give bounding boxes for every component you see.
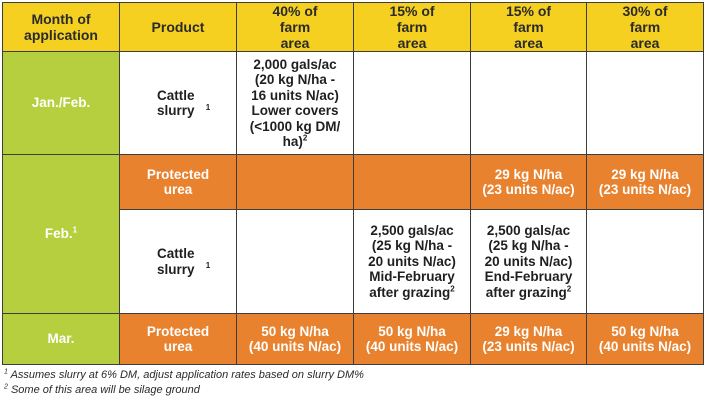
cell-line: 29 kg N/ha [611,166,679,182]
row-feb-slurry: Cattle slurry 1 2,500 gals/ac (25 kg N/ha… [3,209,704,314]
cell-mar-col3: 29 kg N/ha (23 units N/ac) [470,313,587,365]
header-row: Month of application Product 40% of farm… [2,2,704,52]
cell-line: 50 kg N/ha [378,323,446,339]
row-mar: Mar. Protected urea 50 kg N/ha (40 units… [2,313,704,365]
product-text: Cattle slurry [157,87,195,119]
month-janfeb: Jan./Feb. [2,51,120,155]
footnote-mark: 1 [4,368,8,376]
footnote-1: 1 Assumes slurry at 6% DM, adjust applic… [4,368,364,383]
footnote-ref: 2 [566,284,572,294]
cell-feb-slurry-col4 [586,209,704,314]
product-text: Protected urea [146,323,210,355]
cell-mar-col4: 50 kg N/ha (40 units N/ac) [586,313,704,365]
cell-line: (40 units N/ac) [365,339,459,354]
footnote-mark: 2 [4,383,8,391]
footnote-ref: 1 [72,225,78,235]
cell-line: 50 kg N/ha [611,323,679,339]
cell-feb-urea-col3: 29 kg N/ha (23 units N/ac) [470,154,587,210]
product-feb-urea: Protected urea [119,154,237,210]
cell-line: End-February [484,269,573,285]
cell-feb-slurry-col3: 2,500 gals/ac (25 kg N/ha - 20 units N/a… [470,209,587,314]
fertiliser-plan-table: Month of application Product 40% of farm… [2,2,704,365]
header-col2: 15% of farm area [353,2,471,52]
footnote-ref: 2 [302,133,308,143]
cell-line: ha) [282,134,303,149]
cell-line: (23 units N/ac) [482,339,575,354]
footnote-ref: 1 [205,261,211,270]
cell-line: after grazing [369,284,451,300]
product-mar: Protected urea [119,313,237,365]
row-feb-urea: Feb.1 Protected urea 29 kg N/ha (23 unit… [2,154,704,314]
header-col1: 40% of farm area [236,2,354,52]
cell-line: 29 kg N/ha [494,166,563,182]
cell-mar-col2: 50 kg N/ha (40 units N/ac) [353,313,471,365]
cell-janfeb-col3 [470,51,587,155]
header-month: Month of application [2,2,120,52]
product-text: Protected urea [146,166,210,198]
month-mar: Mar. [2,313,120,365]
cell-line: 20 units N/ac) [368,253,456,269]
month-text: Feb. [44,226,73,242]
cell-line: (40 units N/ac) [598,339,692,354]
cell-feb-urea-col2 [353,154,471,210]
cell-line: (23 units N/ac) [482,182,575,197]
cell-line: (40 units N/ac) [248,339,342,354]
cell-line: Lower covers [251,103,339,118]
cell-line: after grazing [485,284,567,300]
footnote-2: 2 Some of this area will be silage groun… [4,383,364,398]
cell-feb-slurry-col2: 2,500 gals/ac (25 kg N/ha - 20 units N/a… [353,209,471,314]
cell-line: Mid-February [369,269,455,285]
cell-line: (<1000 kg DM/ [249,118,341,134]
cell-line: 20 units N/ac) [484,253,573,269]
cell-janfeb-col4 [586,51,704,155]
header-col3: 15% of farm area [470,2,587,52]
cell-feb-slurry-col1 [236,209,354,314]
footnotes: 1 Assumes slurry at 6% DM, adjust applic… [4,368,364,398]
header-col4: 30% of farm area [586,2,704,52]
cell-line: 2,000 gals/ac [253,56,337,72]
cell-janfeb-col2 [353,51,471,155]
cell-line: 29 kg N/ha [494,323,563,339]
month-feb: Feb.1 [2,154,120,314]
footnote-ref: 2 [450,284,455,294]
product-janfeb: Cattle slurry 1 [119,51,237,155]
footnote-text: Some of this area will be silage ground [10,384,200,396]
cell-feb-urea-col1 [236,154,354,210]
cell-line: (23 units N/ac) [598,182,692,197]
cell-line: (20 kg N/ha - [254,72,336,87]
cell-mar-col1: 50 kg N/ha (40 units N/ac) [236,313,354,365]
product-text: Cattle slurry [157,246,195,277]
cell-feb-urea-col4: 29 kg N/ha (23 units N/ac) [586,154,704,210]
cell-line: 2,500 gals/ac [370,222,454,238]
product-feb-slurry: Cattle slurry 1 [119,209,237,314]
cell-line: 2,500 gals/ac [486,222,571,238]
cell-line: 50 kg N/ha [261,323,329,339]
header-product: Product [119,2,237,52]
cell-line: (25 kg N/ha - [371,238,453,254]
cell-line: 16 units N/ac) [251,87,339,103]
cell-line: (25 kg N/ha - [488,238,569,254]
cell-janfeb-col1: 2,000 gals/ac (20 kg N/ha - 16 units N/a… [236,51,354,155]
row-janfeb: Jan./Feb. Cattle slurry 1 2,000 gals/ac (… [2,51,704,155]
footnote-ref: 1 [205,102,211,112]
footnote-text: Assumes slurry at 6% DM, adjust applicat… [10,369,364,381]
